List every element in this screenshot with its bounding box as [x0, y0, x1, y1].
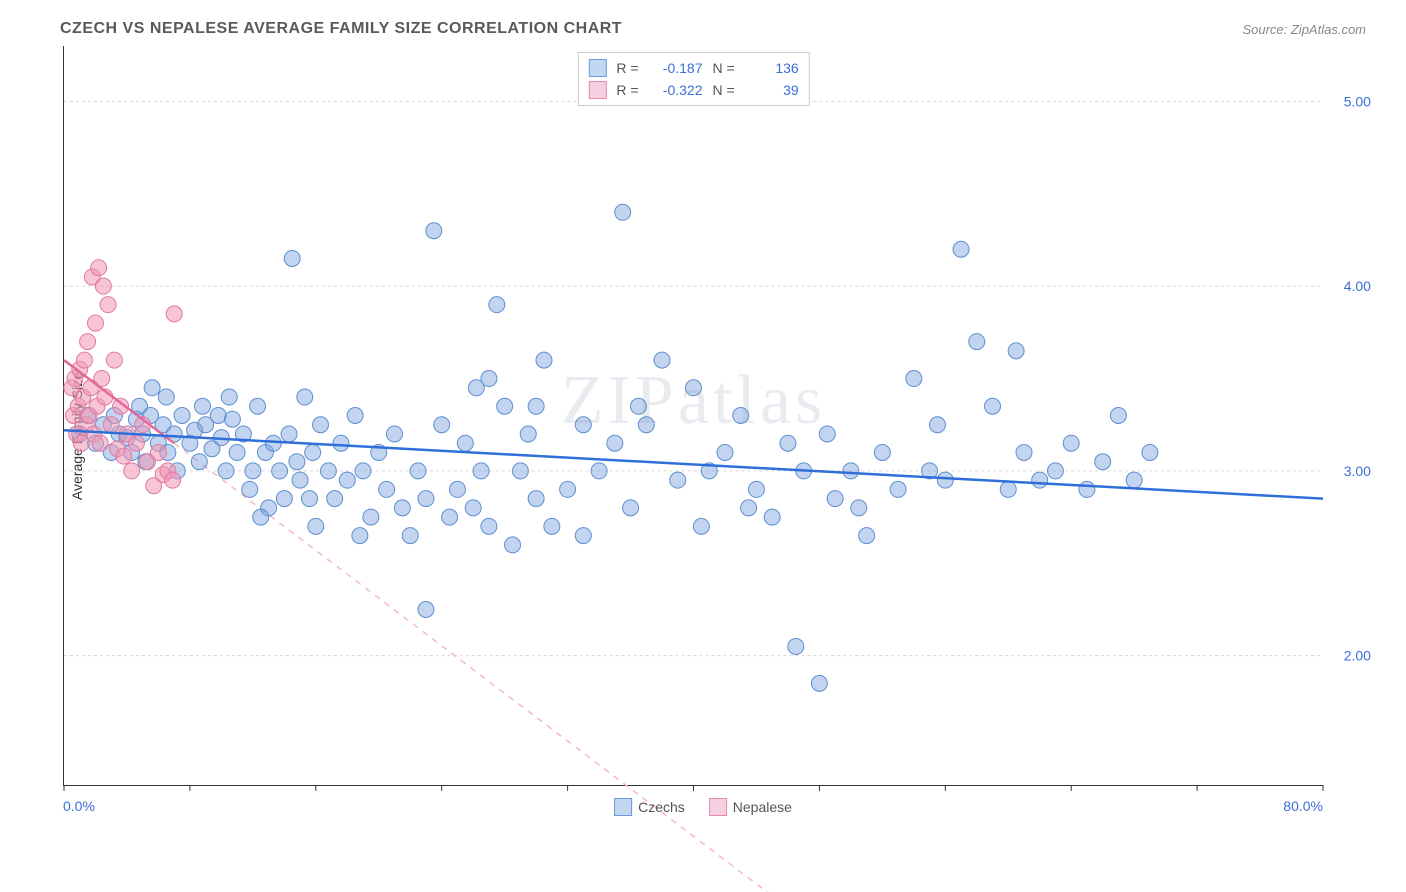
- swatch-a: [588, 59, 606, 77]
- svg-text:5.00: 5.00: [1344, 93, 1371, 109]
- r-label: R =: [616, 60, 638, 76]
- legend-label-b: Nepalese: [733, 799, 792, 815]
- stats-legend: R = -0.187 N = 136 R = -0.322 N = 39: [577, 52, 809, 106]
- svg-text:2.00: 2.00: [1344, 648, 1371, 664]
- legend-swatch-b: [709, 798, 727, 816]
- legend-label-a: Czechs: [638, 799, 685, 815]
- chart-header: CZECH VS NEPALESE AVERAGE FAMILY SIZE CO…: [20, 20, 1386, 38]
- r-label: R =: [616, 82, 638, 98]
- stats-row-a: R = -0.187 N = 136: [588, 57, 798, 79]
- legend-item-b: Nepalese: [709, 798, 792, 816]
- legend-swatch-a: [614, 798, 632, 816]
- r-value-a: -0.187: [649, 60, 703, 76]
- x-axis-min: 0.0%: [63, 798, 95, 814]
- svg-text:4.00: 4.00: [1344, 278, 1371, 294]
- stats-row-b: R = -0.322 N = 39: [588, 79, 798, 101]
- r-value-b: -0.322: [649, 82, 703, 98]
- plot-area: ZIPatlas 2.003.004.005.00 R = -0.187 N =…: [63, 46, 1323, 786]
- svg-text:3.00: 3.00: [1344, 463, 1371, 479]
- n-value-a: 136: [745, 60, 799, 76]
- chart-title: CZECH VS NEPALESE AVERAGE FAMILY SIZE CO…: [60, 20, 622, 38]
- chart-source: Source: ZipAtlas.com: [1242, 22, 1366, 37]
- n-label: N =: [713, 60, 735, 76]
- x-axis-max: 80.0%: [1283, 798, 1323, 814]
- series-legend: Czechs Nepalese: [614, 798, 792, 816]
- swatch-b: [588, 81, 606, 99]
- n-value-b: 39: [745, 82, 799, 98]
- plot-svg: 2.003.004.005.00: [64, 46, 1323, 785]
- chart-container: Average Family Size ZIPatlas 2.003.004.0…: [23, 46, 1383, 826]
- n-label: N =: [713, 82, 735, 98]
- legend-item-a: Czechs: [614, 798, 685, 816]
